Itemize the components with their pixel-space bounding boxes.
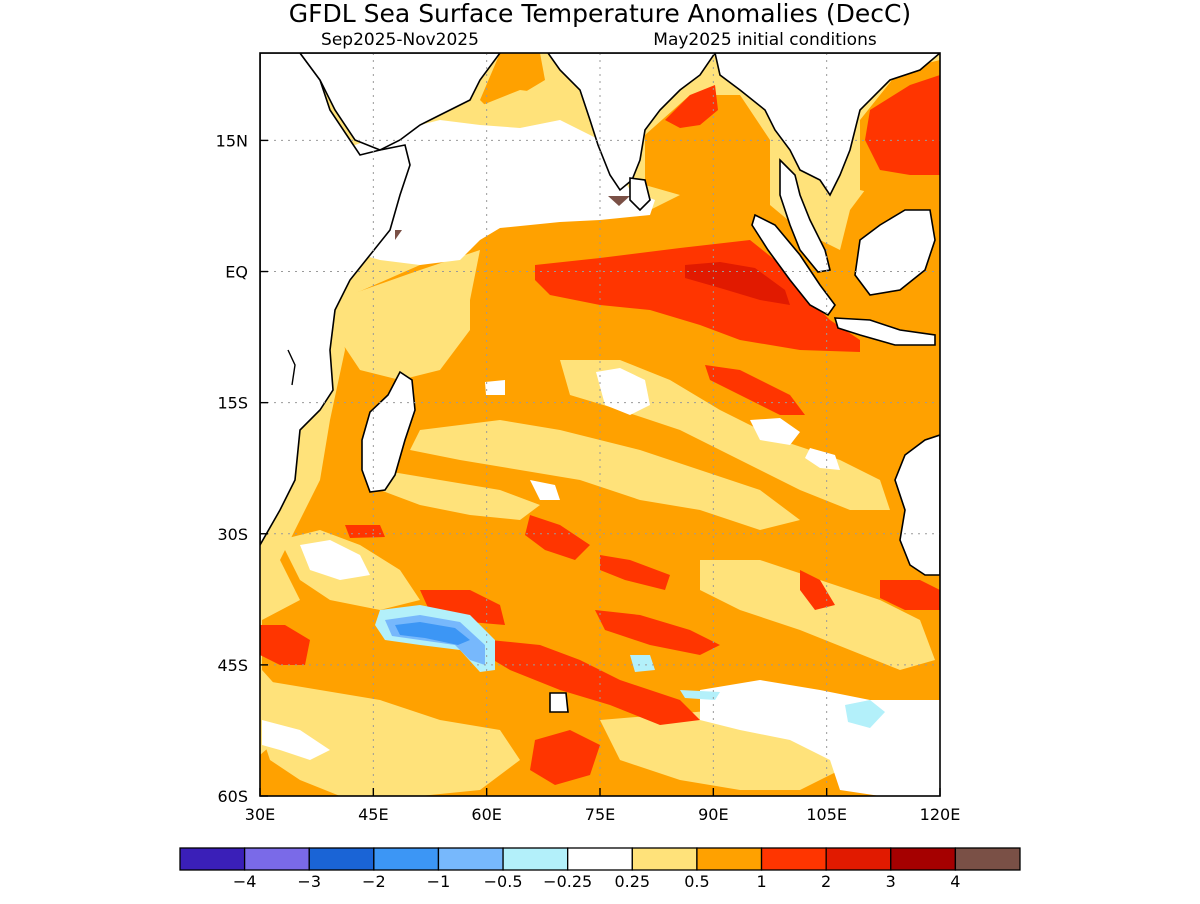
colorbar-label: 2 bbox=[821, 872, 831, 891]
land-sumatra bbox=[751, 213, 836, 317]
colorbar-label: −2 bbox=[362, 872, 386, 891]
anomaly-region-05-1-arabian bbox=[480, 53, 545, 110]
anomaly-region-lt025-south bbox=[262, 720, 330, 760]
colorbar-swatch-5 bbox=[502, 847, 569, 871]
land-arabia bbox=[299, 53, 501, 151]
land-southeast-asia bbox=[714, 53, 940, 197]
colorbar-swatch-11 bbox=[890, 847, 957, 871]
land-australia bbox=[894, 434, 940, 576]
y-tick-label: 30S bbox=[217, 525, 248, 544]
x-tick-label: 30E bbox=[245, 805, 275, 824]
anomaly-region-1-2-south-c bbox=[530, 730, 600, 785]
colorbar-swatch-2 bbox=[308, 847, 375, 871]
colorbar-swatch-3 bbox=[373, 847, 440, 871]
x-tick-label: 120E bbox=[920, 805, 961, 824]
anomaly-region-025-05-band-c bbox=[380, 470, 540, 520]
anomaly-region-m05-m025-b bbox=[630, 655, 655, 672]
colorbar-label: −0.5 bbox=[484, 872, 523, 891]
colorbar-swatch-12 bbox=[954, 847, 1021, 871]
anomaly-region-1-2-scs bbox=[865, 75, 940, 175]
anomaly-region-1-2-center bbox=[600, 555, 670, 590]
x-tick-label: 60E bbox=[471, 805, 501, 824]
x-axis: 30E 45E 60E 75E 90E 105E 120E bbox=[245, 788, 961, 824]
x-tick-label: 75E bbox=[585, 805, 615, 824]
anomaly-region-m05-m025-d bbox=[845, 700, 885, 728]
land-madagascar bbox=[361, 370, 416, 493]
anomaly-region-2-3-equatorial bbox=[685, 262, 790, 305]
coast-mozambique-island bbox=[287, 349, 296, 386]
colorbar-swatch-8 bbox=[696, 847, 763, 871]
land-borneo bbox=[854, 209, 936, 296]
anomaly-region-1-2-sw bbox=[345, 525, 385, 538]
anomaly-region-1-2-mid-b bbox=[595, 610, 720, 655]
anomaly-region-025-05-north-arabian bbox=[470, 90, 575, 130]
x-tick-label: 45E bbox=[358, 805, 388, 824]
anomaly-region-1-2-west bbox=[260, 625, 310, 665]
anomaly-region-025-05-west bbox=[335, 250, 480, 380]
figure-title: GFDL Sea Surface Temperature Anomalies (… bbox=[289, 0, 911, 28]
y-axis: 15N EQ 15S 30S 45S 60S bbox=[216, 131, 268, 806]
map-gridlines bbox=[260, 53, 940, 796]
anomaly-region-025-05-band-a bbox=[410, 420, 800, 530]
colorbar-swatch-0 bbox=[179, 847, 246, 871]
land-africa bbox=[260, 53, 411, 547]
forecast-period: Sep2025-Nov2025 bbox=[321, 30, 479, 50]
anomaly-region-lt025-small-e bbox=[485, 380, 505, 395]
anomaly-region-lt025-small-d bbox=[530, 480, 560, 500]
colorbar-label: 0.5 bbox=[684, 872, 709, 891]
anomaly-region-m05-m025-c bbox=[680, 690, 720, 700]
anomaly-region-1-2-south-b bbox=[525, 515, 590, 560]
anomaly-region-lt025-sw bbox=[300, 540, 370, 580]
colorbar-label: 4 bbox=[950, 872, 960, 891]
colorbar-swatch-4 bbox=[437, 847, 504, 871]
anomaly-region-lt025-north bbox=[330, 120, 655, 265]
colorbar: −4 −3 −2 −1 −0.5 −0.25 0.25 0.5 1 2 3 4 bbox=[179, 847, 1021, 891]
anomaly-region-lt025-small-c bbox=[805, 448, 840, 470]
y-tick-label: 15S bbox=[217, 394, 248, 413]
anomaly-region-lt025-small-b bbox=[750, 418, 800, 445]
anomaly-region-1-2-equatorial bbox=[535, 240, 860, 352]
colorbar-label: 3 bbox=[886, 872, 896, 891]
y-tick-label: 15N bbox=[216, 131, 248, 150]
colorbar-label: −3 bbox=[297, 872, 321, 891]
anomaly-region-lt025-small-a bbox=[596, 368, 650, 415]
anomaly-region-1-2-southeast bbox=[880, 580, 940, 610]
anomaly-region-1-2-mid bbox=[420, 590, 505, 625]
colorbar-label: 1 bbox=[756, 872, 766, 891]
land-sri-lanka bbox=[629, 177, 651, 212]
x-tick-label: 90E bbox=[698, 805, 728, 824]
x-tick-label: 105E bbox=[806, 805, 847, 824]
land-malay-peninsula bbox=[779, 158, 831, 273]
anomaly-region-025-05-east bbox=[700, 560, 935, 670]
land-kerguelen bbox=[549, 692, 569, 713]
anomaly-region-1-2-bay bbox=[665, 85, 718, 128]
anomaly-region-025-05-south bbox=[260, 680, 520, 796]
anomaly-cell-gt4-a bbox=[608, 196, 630, 206]
anomaly-region-m2-m1-south bbox=[395, 622, 470, 645]
y-tick-label: EQ bbox=[225, 263, 248, 282]
colorbar-label: 0.25 bbox=[614, 872, 650, 891]
anomaly-region-1-2-south bbox=[485, 640, 700, 725]
colorbar-swatch-1 bbox=[243, 847, 310, 871]
land-java bbox=[833, 317, 936, 346]
colorbar-swatch-7 bbox=[631, 847, 698, 871]
colorbar-swatch-6 bbox=[567, 847, 633, 871]
colorbar-label: −0.25 bbox=[543, 872, 592, 891]
colorbar-label: −1 bbox=[427, 872, 451, 891]
colorbar-swatch-10 bbox=[825, 847, 892, 871]
y-tick-label: 60S bbox=[217, 787, 248, 806]
y-tick-label: 45S bbox=[217, 656, 248, 675]
initial-conditions: May2025 initial conditions bbox=[653, 30, 877, 50]
colorbar-label: −4 bbox=[233, 872, 257, 891]
anomaly-cell-gt4-b bbox=[395, 230, 402, 240]
colorbar-swatch-9 bbox=[760, 847, 827, 871]
